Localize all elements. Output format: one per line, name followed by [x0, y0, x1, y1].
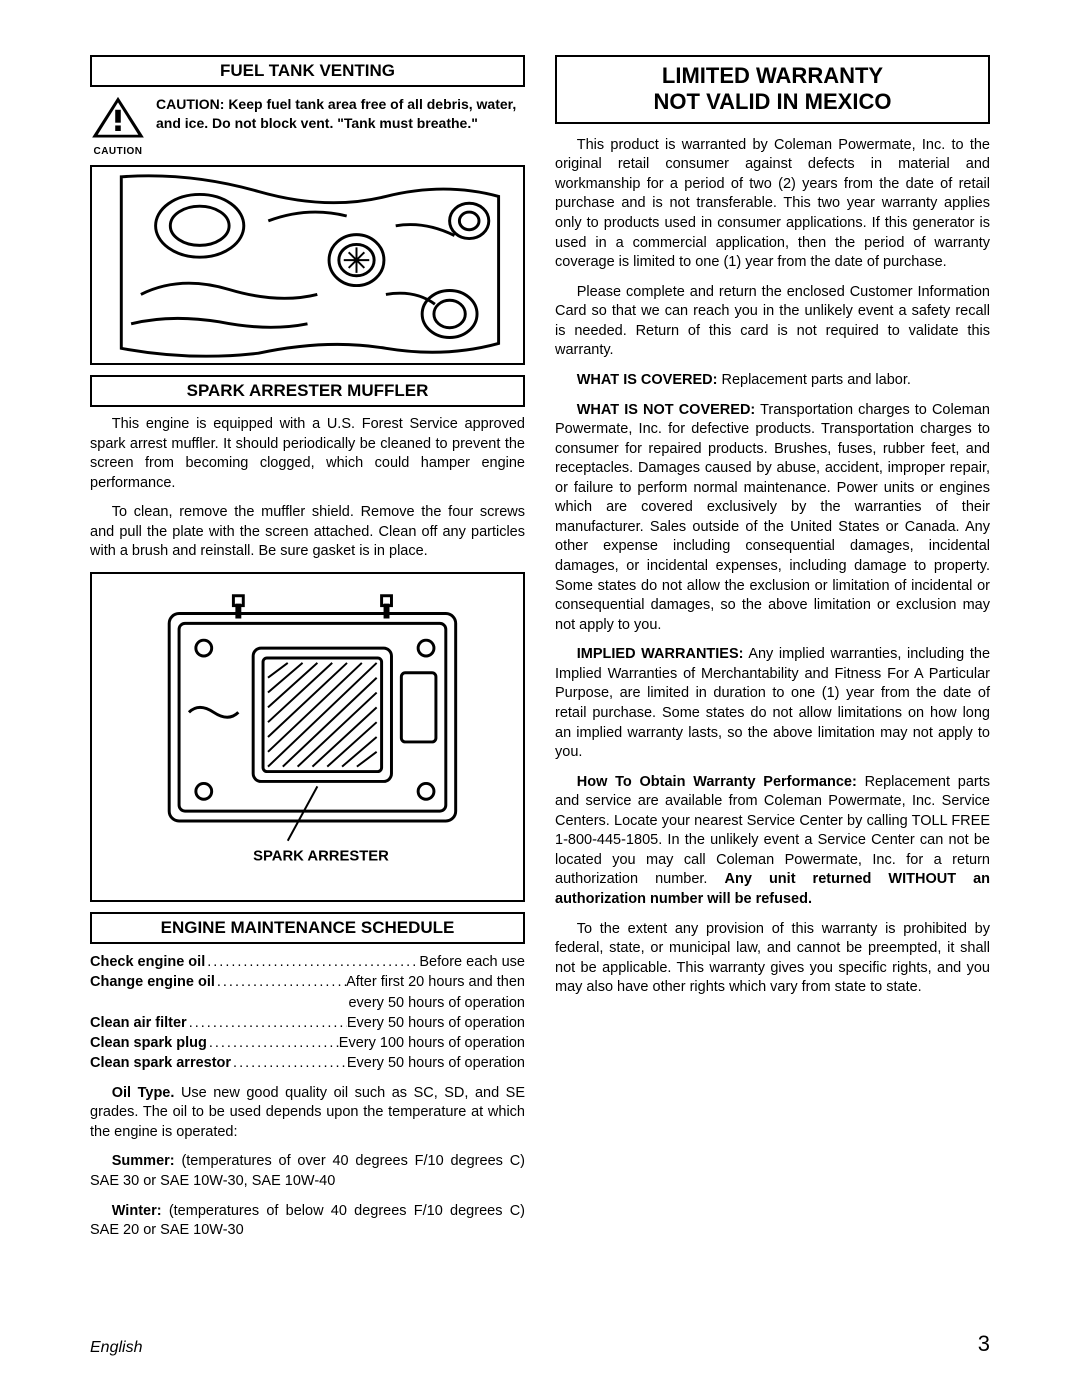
sched-value: Every 50 hours of operation — [347, 1053, 525, 1073]
dots — [187, 1013, 347, 1033]
implied-label: IMPLIED WARRANTIES: — [577, 646, 744, 662]
caution-text: CAUTION: Keep fuel tank area free of all… — [156, 95, 525, 133]
sched-value: Before each use — [419, 952, 525, 972]
sched-row: Check engine oil Before each use — [90, 952, 525, 972]
warranty-p1: This product is warranted by Coleman Pow… — [555, 136, 990, 273]
summer-label: Summer: — [112, 1153, 175, 1169]
spark-arrester-fig-label: SPARK ARRESTER — [253, 848, 389, 864]
page-columns: FUEL TANK VENTING CAUTION CAUTION: Keep … — [90, 55, 990, 1251]
dots — [205, 952, 419, 972]
implied-text: Any implied warranties, including the Im… — [555, 646, 990, 760]
right-column: LIMITED WARRANTY NOT VALID IN MEXICO Thi… — [555, 55, 990, 1251]
footer-language: English — [90, 1339, 142, 1357]
winter-p: Winter: (temperatures of below 40 degree… — [90, 1202, 525, 1241]
spark-p2: To clean, remove the muffler shield. Rem… — [90, 503, 525, 562]
caution-block: CAUTION CAUTION: Keep fuel tank area fre… — [90, 95, 525, 157]
maintenance-header: ENGINE MAINTENANCE SCHEDULE — [90, 912, 525, 944]
sched-label: Clean spark plug — [90, 1033, 207, 1053]
caution-icon: CAUTION — [90, 95, 146, 157]
oil-type-label: Oil Type. — [112, 1085, 175, 1101]
fuel-tank-figure — [90, 165, 525, 365]
sched-row: Clean air filter Every 50 hours of opera… — [90, 1013, 525, 1033]
implied-p: IMPLIED WARRANTIES: Any implied warranti… — [555, 645, 990, 762]
warranty-p2: Please complete and return the enclosed … — [555, 283, 990, 361]
dots — [215, 972, 346, 992]
sched-value: Every 50 hours of operation — [347, 1013, 525, 1033]
spark-arrester-figure: SPARK ARRESTER — [90, 572, 525, 902]
dots — [207, 1033, 339, 1053]
warranty-header-line2: NOT VALID IN MEXICO — [563, 89, 982, 115]
warranty-body: This product is warranted by Coleman Pow… — [555, 136, 990, 998]
sched-label: Clean air filter — [90, 1013, 187, 1033]
left-column: FUEL TANK VENTING CAUTION CAUTION: Keep … — [90, 55, 525, 1251]
warranty-header: LIMITED WARRANTY NOT VALID IN MEXICO — [555, 55, 990, 124]
sched-row: Clean spark arrestor Every 50 hours of o… — [90, 1053, 525, 1073]
summer-p: Summer: (temperatures of over 40 degrees… — [90, 1152, 525, 1191]
page-footer: English 3 — [90, 1331, 990, 1357]
winter-label: Winter: — [112, 1203, 162, 1219]
dots — [231, 1053, 347, 1073]
warranty-p3: To the extent any provision of this warr… — [555, 920, 990, 998]
oil-type-p: Oil Type. Use new good quality oil such … — [90, 1084, 525, 1143]
caution-label: CAUTION — [90, 146, 146, 157]
sched-label: Check engine oil — [90, 952, 205, 972]
sched-label: Change engine oil — [90, 972, 215, 992]
oil-type-block: Oil Type. Use new good quality oil such … — [90, 1084, 525, 1241]
sched-label: Clean spark arrestor — [90, 1053, 231, 1073]
not-covered-label: WHAT IS NOT COVERED: — [577, 402, 756, 418]
obtain-p: How To Obtain Warranty Performance: Repl… — [555, 773, 990, 910]
footer-page-number: 3 — [978, 1331, 990, 1357]
spark-arrester-header: SPARK ARRESTER MUFFLER — [90, 375, 525, 407]
covered-text: Replacement parts and labor. — [721, 372, 910, 388]
spark-p1: This engine is equipped with a U.S. Fore… — [90, 415, 525, 493]
covered-p: WHAT IS COVERED: Replacement parts and l… — [555, 371, 990, 391]
sched-value: After first 20 hours and then — [346, 972, 525, 992]
warranty-header-line1: LIMITED WARRANTY — [563, 63, 982, 89]
obtain-label: How To Obtain Warranty Performance: — [577, 774, 857, 790]
sched-row: Clean spark plug Every 100 hours of oper… — [90, 1033, 525, 1053]
not-covered-p: WHAT IS NOT COVERED: Transportation char… — [555, 401, 990, 636]
not-covered-text: Transportation charges to Coleman Powerm… — [555, 402, 990, 633]
fuel-tank-header: FUEL TANK VENTING — [90, 55, 525, 87]
sched-row: Change engine oil After first 20 hours a… — [90, 972, 525, 992]
sched-value-cont: every 50 hours of operation — [90, 993, 525, 1013]
covered-label: WHAT IS COVERED: — [577, 372, 718, 388]
spark-arrester-body: This engine is equipped with a U.S. Fore… — [90, 415, 525, 562]
maintenance-schedule: Check engine oil Before each use Change … — [90, 952, 525, 1074]
sched-value: Every 100 hours of operation — [339, 1033, 525, 1053]
